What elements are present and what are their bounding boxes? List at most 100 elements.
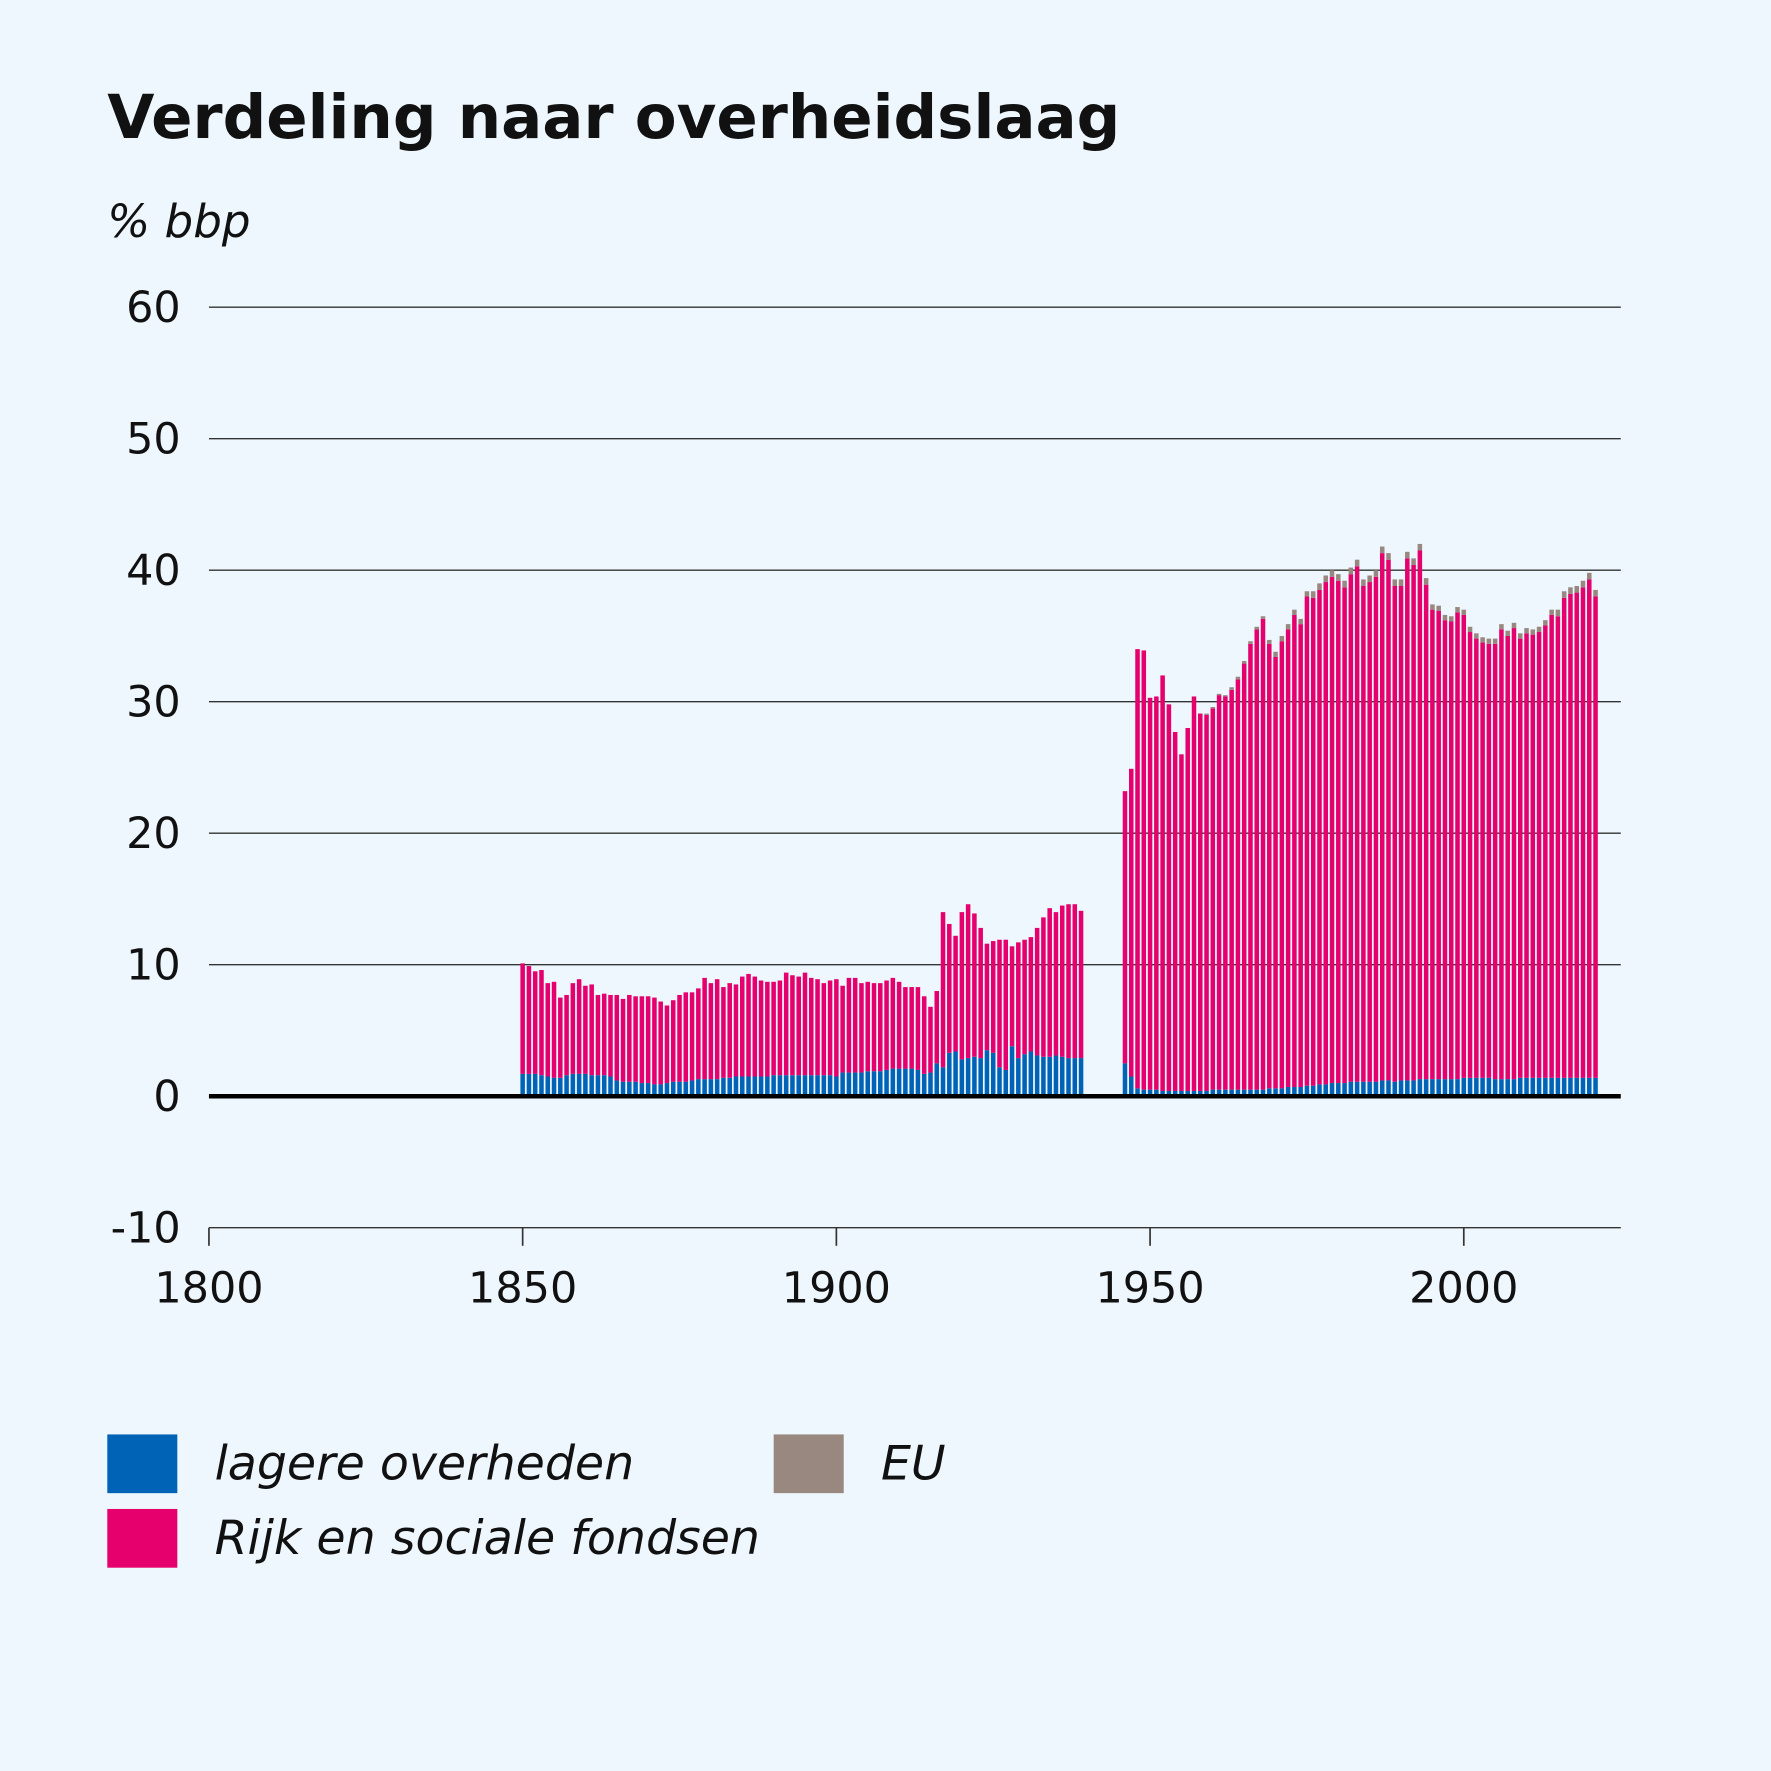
bar-segment [1436,610,1441,1080]
bar-segment [783,972,789,1076]
bar-segment [834,979,839,1077]
bar-segment [1524,1077,1529,1097]
bar-segment [1154,696,1159,1090]
bar-segment [1342,580,1347,588]
bar-segment [871,983,877,1072]
bar-segment [652,997,657,1085]
bar-segment [576,979,582,1074]
bar-segment [834,1076,839,1097]
bar-segment [714,1079,720,1097]
bar-segment [1342,587,1347,1084]
bar-segment [1530,634,1536,1078]
bar-segment [1229,689,1234,1090]
bar-segment [896,981,902,1069]
bar-segment [752,1076,758,1097]
bar-segment [708,1079,714,1097]
bar-segment [1361,579,1366,586]
bar-segment [1511,622,1517,629]
bar-segment [677,994,682,1082]
bar-segment [1298,624,1303,1088]
bar-segment [1587,572,1592,580]
bar-segment [670,1000,676,1082]
bar-segment [526,966,532,1074]
bar-segment [746,973,751,1077]
bar-segment [1430,1079,1435,1097]
bar-segment [1298,618,1303,625]
bar-segment [1034,927,1040,1056]
bar-segment [614,1080,620,1097]
bar-segment [934,991,940,1064]
bar-segment [689,1080,695,1097]
bar-segment [1041,917,1046,1057]
bar-segment [601,993,607,1076]
bar-segment [1436,605,1441,611]
bar-segment [1059,905,1065,1057]
bar-segment [1530,629,1536,635]
bar-segment [790,1075,795,1097]
bar-segment [1486,643,1492,1078]
bar-segment [1555,609,1561,617]
bar-segment [1179,754,1184,1091]
bar-segment [1499,1079,1504,1097]
bar-segment [1210,706,1216,709]
bar-segment [790,975,795,1076]
bar-segment [1235,1089,1241,1097]
legend-swatch [107,1434,178,1494]
bar-segment [1267,639,1272,644]
bar-segment [1279,641,1285,1089]
bar-segment [608,994,613,1077]
bar-segment [1241,1089,1247,1097]
bar-segment [1022,939,1027,1055]
bar-segment [1398,1080,1404,1097]
bar-segment [1304,596,1310,1086]
bar-segment [539,1075,544,1097]
bar-segment [1003,1069,1009,1097]
bar-segment [1386,559,1391,1081]
bar-segment [1216,695,1222,1090]
bar-segment [1511,1079,1517,1097]
bar-segment [558,997,563,1078]
bar-segment [545,1076,551,1097]
legend-swatch [107,1508,178,1568]
x-tick-label: 1900 [782,1263,891,1313]
bar-segment [1260,1089,1266,1097]
bar-segment [1373,570,1379,577]
bar-segment [1128,1076,1134,1097]
bar-segment [551,1077,557,1097]
bar-segment [1323,582,1329,1085]
bar-segment [1480,637,1485,643]
bar-segment [1009,946,1015,1047]
bar-segment [1448,621,1454,1080]
bar-segment [608,1076,613,1097]
bar-segment [576,1073,582,1097]
bar-segment [1066,1058,1071,1097]
bar-segment [1191,696,1197,1091]
bar-segment [1204,713,1209,715]
bar-segment [1367,1081,1372,1097]
bar-segment [1455,607,1460,613]
bar-segment [1486,638,1492,644]
bar-segment [796,1075,801,1097]
bar-segment [1336,1083,1341,1097]
bar-segment [1336,580,1341,1084]
bar-segment [1386,1080,1391,1097]
bar-segment [1392,585,1398,1082]
bar-segment [940,912,946,1068]
bar-segment [589,1075,594,1097]
bar-segment [865,981,870,1072]
bar-segment [670,1081,676,1097]
bar-segment [1536,632,1542,1078]
bar-segment [1448,616,1454,622]
bar-segment [947,923,952,1053]
bar-segment [903,987,908,1069]
bar-segment [589,984,594,1076]
bar-segment [821,983,827,1076]
bar-segment [852,977,858,1073]
bar-segment [1016,942,1021,1059]
bar-segment [558,1077,563,1097]
bar-segment [1179,1090,1184,1097]
bar-segment [802,1075,808,1097]
bar-segment [733,1076,739,1097]
bar-segment [1593,589,1598,597]
